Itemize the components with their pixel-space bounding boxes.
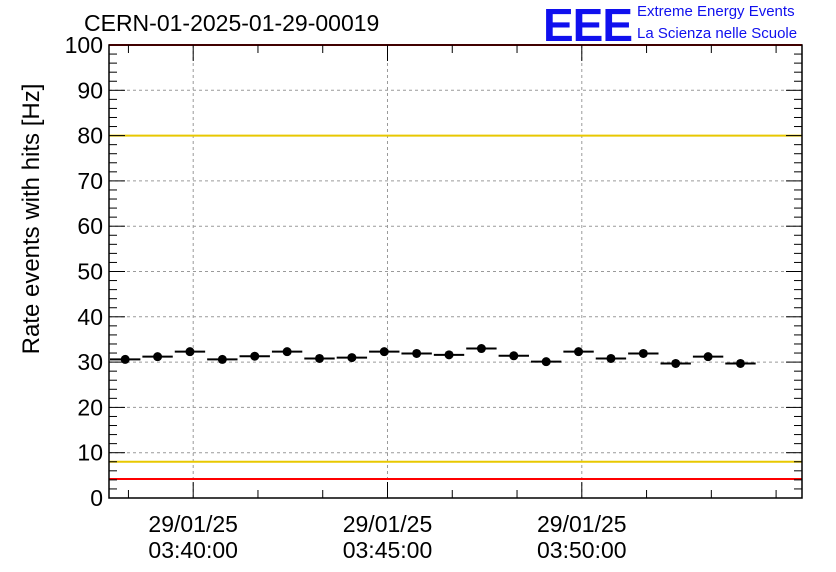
- data-point-1: [153, 352, 163, 362]
- data-point-18: [703, 352, 713, 362]
- logo-line-2: La Scienza nelle Scuole: [637, 25, 798, 42]
- data-point-16: [638, 348, 648, 358]
- data-point-7: [347, 353, 357, 363]
- y-tick-label-9: 90: [77, 77, 103, 103]
- y-tick-label-10: 100: [65, 32, 103, 58]
- x-tick-label-time-1: 03:45:00: [343, 537, 433, 563]
- x-tick-label-time-0: 03:40:00: [148, 537, 238, 563]
- y-tick-label-1: 10: [77, 440, 103, 466]
- data-point-10: [444, 350, 454, 360]
- x-tick-label-time-2: 03:50:00: [537, 537, 627, 563]
- data-point-4: [250, 351, 260, 361]
- data-point-5: [282, 347, 292, 357]
- data-point-13: [541, 357, 551, 367]
- data-point-8: [379, 347, 389, 357]
- data-point-3: [217, 354, 227, 364]
- data-point-19: [735, 358, 745, 368]
- data-point-12: [509, 351, 519, 361]
- data-point-15: [606, 353, 616, 363]
- y-tick-label-3: 30: [77, 349, 103, 375]
- x-tick-label-date-2: 29/01/25: [537, 511, 627, 537]
- data-point-11: [476, 344, 486, 354]
- chart-title: CERN-01-2025-01-29-00019: [84, 10, 380, 36]
- y-tick-label-2: 20: [77, 394, 103, 420]
- y-tick-label-4: 40: [77, 304, 103, 330]
- data-point-0: [120, 354, 130, 364]
- data-point-14: [574, 347, 584, 357]
- y-tick-label-6: 60: [77, 213, 103, 239]
- data-point-6: [314, 353, 324, 363]
- data-point-17: [671, 358, 681, 368]
- data-point-9: [412, 348, 422, 358]
- y-tick-label-0: 0: [90, 485, 103, 511]
- y-tick-label-8: 80: [77, 123, 103, 149]
- y-axis-label: Rate events with hits [Hz]: [18, 83, 45, 355]
- x-tick-label-date-1: 29/01/25: [343, 511, 433, 537]
- y-tick-label-5: 50: [77, 259, 103, 285]
- data-point-2: [185, 347, 195, 357]
- logo-line-1: Extreme Energy Events: [637, 3, 795, 20]
- eee-logo: EEE: [543, 0, 633, 51]
- x-tick-label-date-0: 29/01/25: [148, 511, 238, 537]
- y-tick-label-7: 70: [77, 168, 103, 194]
